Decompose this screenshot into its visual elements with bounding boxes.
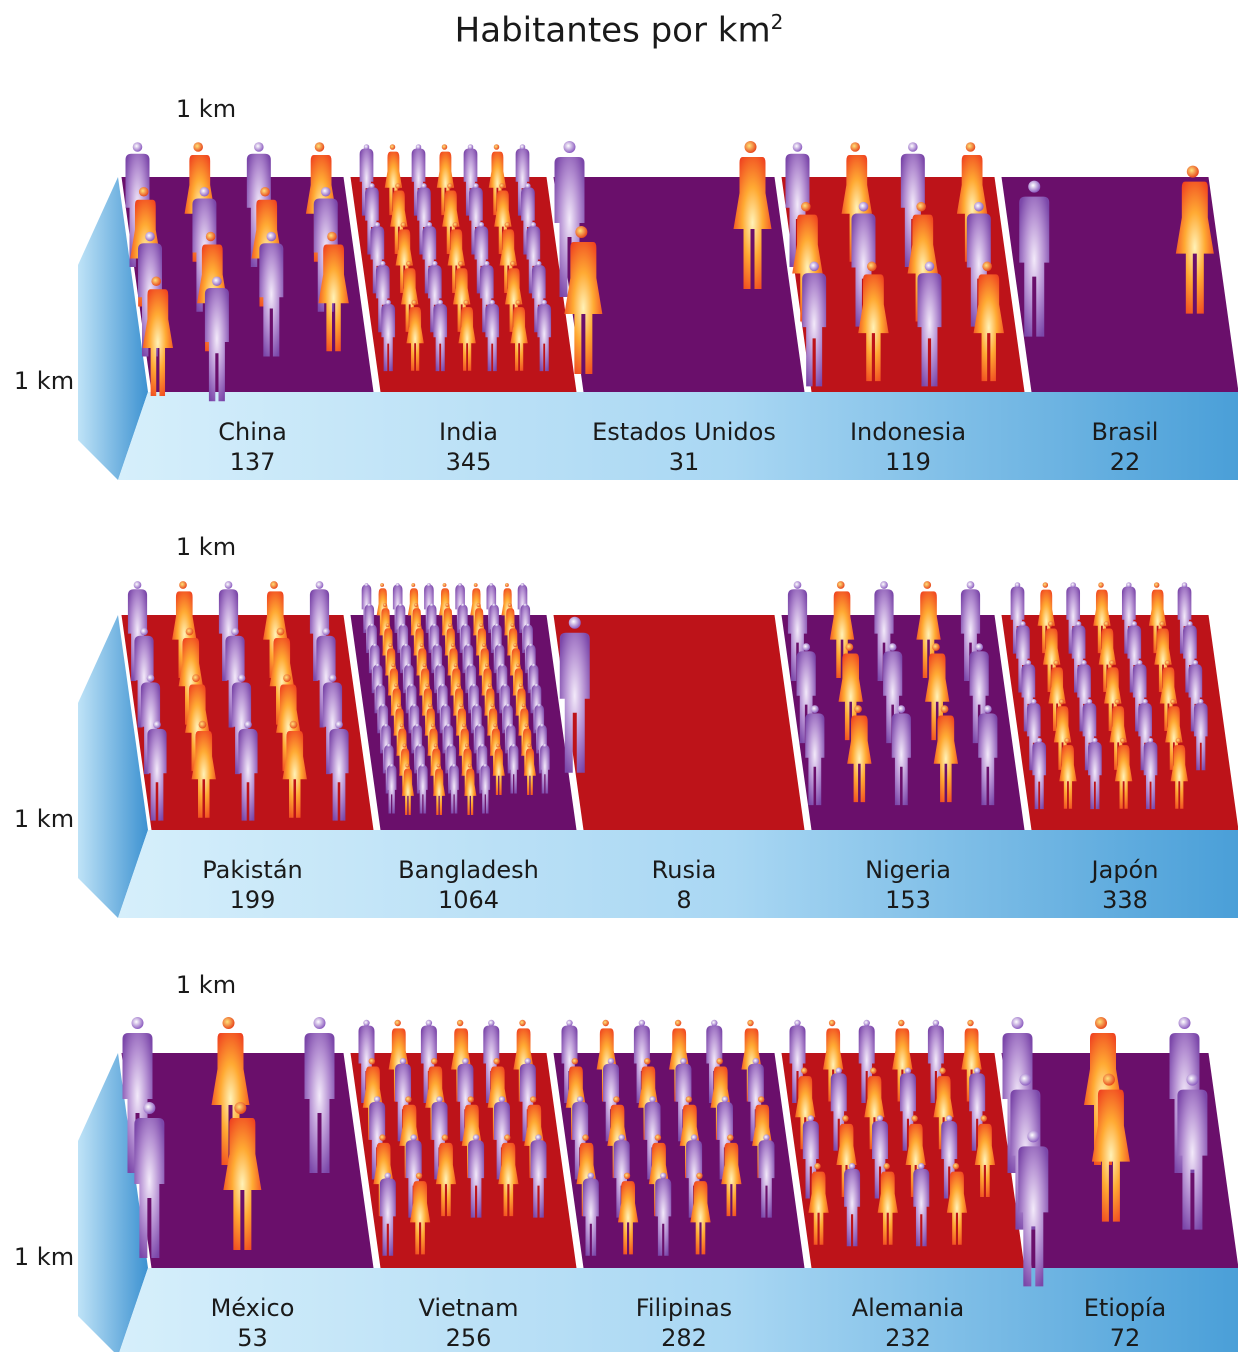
people-figures <box>785 142 1004 387</box>
density-value: 22 <box>1110 448 1141 476</box>
people-figures <box>787 581 998 806</box>
km-side-label: 1 km <box>14 1243 74 1271</box>
row-2: 1 km1 kmPakistán199Bangladesh1064Rusia8N… <box>14 533 1238 918</box>
density-value: 53 <box>237 1324 268 1352</box>
km-top-label: 1 km <box>176 533 236 561</box>
chart-title: Habitantes por km2 <box>0 10 1238 50</box>
density-value: 282 <box>661 1324 707 1352</box>
km-side-label: 1 km <box>14 367 74 395</box>
density-tile <box>1001 177 1238 392</box>
people-figures <box>789 1019 996 1247</box>
density-value: 119 <box>885 448 931 476</box>
people-figures <box>554 141 772 374</box>
country-name: Japón <box>1090 856 1159 884</box>
density-tile <box>121 177 374 392</box>
density-value: 338 <box>1102 886 1148 914</box>
density-value: 199 <box>230 886 276 914</box>
density-value: 256 <box>446 1324 492 1352</box>
people-figures <box>1002 1017 1208 1287</box>
side-face <box>78 615 148 918</box>
km-side-label: 1 km <box>14 805 74 833</box>
density-value: 232 <box>885 1324 931 1352</box>
country-name: Brasil <box>1092 418 1159 446</box>
country-name: Etiopía <box>1084 1294 1167 1322</box>
side-face <box>78 1053 148 1352</box>
people-figures <box>561 1019 775 1256</box>
country-name: Estados Unidos <box>592 418 776 446</box>
density-tile <box>553 615 805 830</box>
people-figures <box>358 1019 547 1256</box>
country-name: Indonesia <box>850 418 966 446</box>
row-3: 1 km1 kmMéxico53Vietnam256Filipinas282Al… <box>14 971 1238 1352</box>
title-superscript: 2 <box>770 10 784 34</box>
country-name: México <box>211 1294 295 1322</box>
country-name: Vietnam <box>418 1294 518 1322</box>
km-top-label: 1 km <box>176 95 236 123</box>
density-tile <box>781 177 1025 392</box>
density-value: 72 <box>1110 1324 1141 1352</box>
people-figures <box>125 142 349 402</box>
people-figures <box>359 144 552 372</box>
title-text: Habitantes por km <box>454 10 771 51</box>
country-name: Rusia <box>652 856 717 884</box>
label-band <box>118 830 1238 918</box>
country-name: India <box>439 418 498 446</box>
people-figures <box>361 583 550 816</box>
people-figures <box>559 616 590 773</box>
density-value: 153 <box>885 886 931 914</box>
density-tile <box>553 177 805 392</box>
density-value: 137 <box>230 448 276 476</box>
label-band <box>118 392 1238 480</box>
people-figures <box>122 1017 335 1258</box>
people-figures <box>127 581 349 821</box>
density-value: 31 <box>669 448 700 476</box>
density-value: 1064 <box>438 886 499 914</box>
country-name: Alemania <box>852 1294 965 1322</box>
country-name: Pakistán <box>202 856 303 884</box>
country-name: Bangladesh <box>398 856 539 884</box>
country-name: Nigeria <box>865 856 951 884</box>
km-top-label: 1 km <box>176 971 236 999</box>
country-name: Filipinas <box>636 1294 732 1322</box>
density-value: 8 <box>676 886 691 914</box>
label-band <box>119 1268 1238 1352</box>
side-face <box>78 177 148 480</box>
people-figures <box>1019 165 1214 337</box>
country-name: China <box>218 418 287 446</box>
people-figures <box>1010 582 1208 810</box>
density-value: 345 <box>446 448 492 476</box>
